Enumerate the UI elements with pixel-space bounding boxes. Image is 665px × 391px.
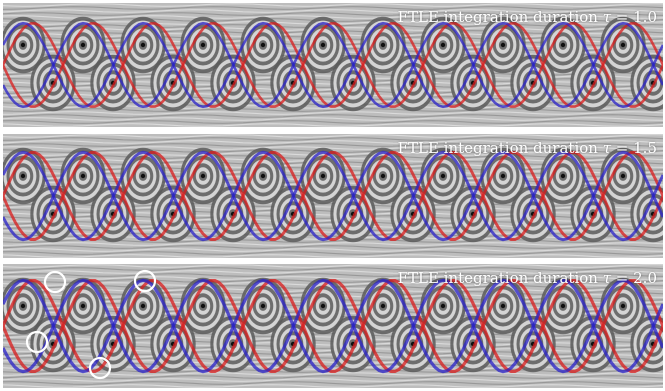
- flow-visualization: [3, 264, 663, 388]
- ftle-ridges: [3, 150, 663, 242]
- vortex-marker-icon: [540, 277, 586, 335]
- vortex-marker-icon: [90, 185, 136, 243]
- ftle-ridges: [3, 278, 663, 374]
- vortex-marker-icon: [240, 147, 286, 205]
- highlight-circle-icon: [25, 330, 49, 354]
- ftle-ridges: [3, 21, 663, 109]
- vortex-marker-icon: [360, 147, 406, 205]
- vortex-marker-icon: [270, 54, 316, 112]
- vortex-marker-icon: [600, 277, 646, 335]
- vortex-marker-icon: [3, 277, 46, 335]
- flow-visualization: [3, 3, 663, 127]
- highlight-circle-icon: [88, 356, 112, 380]
- vortex-marker-icon: [480, 147, 526, 205]
- flow-visualization: [3, 134, 663, 258]
- highlight-circles: [25, 269, 157, 380]
- vortex-marker-icon: [300, 277, 346, 335]
- vortex-marker-icon: [210, 54, 256, 112]
- ftle-panel-tau-1-0: FTLE integration duration τ = 1.0: [3, 3, 663, 127]
- ftle-panel-tau-2-0: FTLE integration duration τ = 2.0: [3, 264, 663, 388]
- panel-caption: FTLE integration duration τ = 2.0: [397, 269, 657, 287]
- vortex-marker-icon: [300, 147, 346, 205]
- ftle-panel-tau-1-5: FTLE integration duration τ = 1.5: [3, 134, 663, 258]
- vortex-marker-icon: [60, 277, 106, 335]
- vortex-marker-icon: [480, 277, 526, 335]
- highlight-circle-icon: [43, 270, 67, 294]
- vortex-marker-icon: [180, 277, 226, 335]
- panel-caption: FTLE integration duration τ = 1.5: [397, 139, 657, 157]
- vortex-marker-icon: [360, 277, 406, 335]
- vortex-marker-icon: [420, 147, 466, 205]
- highlight-circle-icon: [133, 269, 157, 293]
- vortex-marker-icon: [150, 315, 196, 373]
- panel-caption: FTLE integration duration τ = 1.0: [397, 8, 657, 26]
